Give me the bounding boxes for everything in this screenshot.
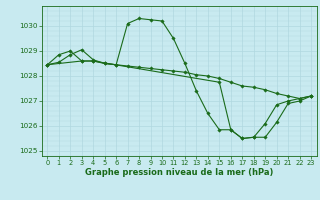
X-axis label: Graphe pression niveau de la mer (hPa): Graphe pression niveau de la mer (hPa): [85, 168, 273, 177]
